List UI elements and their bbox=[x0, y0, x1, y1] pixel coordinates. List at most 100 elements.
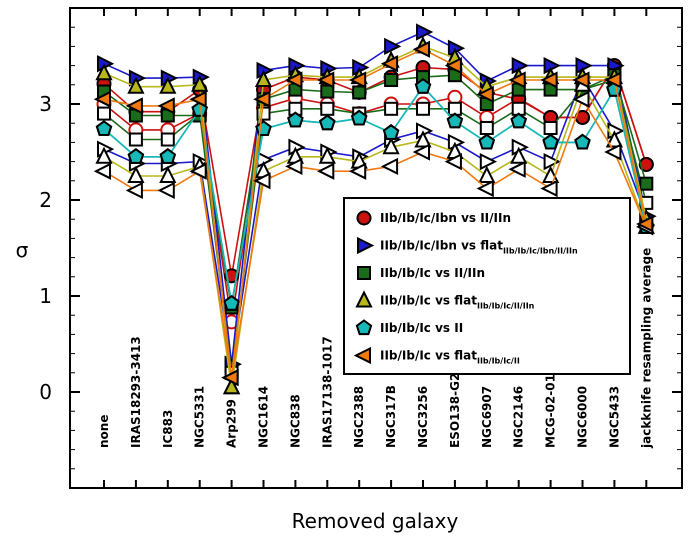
legend-marker bbox=[355, 290, 373, 308]
series-5-point bbox=[478, 133, 496, 150]
series-6-line-open bbox=[103, 97, 648, 378]
legend-label-subscript: IIb/Ib/Ic/II/IIn bbox=[477, 302, 535, 311]
legend-box bbox=[343, 197, 631, 375]
series-4-point bbox=[95, 63, 113, 81]
series-6-point bbox=[189, 90, 207, 108]
series-6-point-open bbox=[125, 181, 143, 200]
series-3-point bbox=[320, 84, 335, 99]
series-6-point bbox=[157, 97, 175, 115]
series-3-point-open bbox=[160, 132, 175, 147]
series-5-point bbox=[510, 112, 527, 129]
series-6-point bbox=[380, 55, 399, 73]
x-category-label: NGC6000 bbox=[576, 386, 590, 448]
series-2-point-open bbox=[543, 152, 561, 171]
series-3-point-open bbox=[384, 101, 399, 116]
series-6-point bbox=[444, 56, 462, 75]
series-2-point bbox=[384, 37, 402, 56]
series-2-point-open bbox=[479, 152, 498, 171]
series-4-point bbox=[222, 376, 241, 395]
series-6-point bbox=[508, 71, 526, 89]
legend-marker bbox=[355, 319, 373, 336]
x-category-label: IC883 bbox=[161, 410, 175, 448]
x-category-label: NGC5433 bbox=[607, 386, 621, 448]
x-category-label: NGC2388 bbox=[352, 386, 366, 448]
x-category-label: NGC1614 bbox=[257, 386, 271, 448]
series-6-point bbox=[572, 71, 590, 89]
x-category-label: NGC5331 bbox=[193, 386, 207, 448]
x-category-label: IRAS17138-1017 bbox=[320, 336, 334, 448]
x-category-label: NGC6907 bbox=[480, 386, 494, 448]
series-3-point-open bbox=[97, 106, 111, 121]
legend-label: IIb/Ib/Ic vs II bbox=[380, 321, 463, 335]
series-6-point bbox=[476, 85, 494, 104]
series-4-point-open bbox=[605, 130, 624, 148]
series-6-point-open bbox=[508, 160, 526, 178]
plot-frame bbox=[69, 7, 683, 489]
series-4-point-open bbox=[318, 146, 336, 164]
legend-label: IIb/Ib/Ic/Ibn vs II/IIn bbox=[380, 211, 511, 225]
series-4-point bbox=[191, 74, 209, 92]
series-3-point-open bbox=[320, 101, 335, 116]
x-category-label: MCG-02-01 bbox=[544, 374, 558, 448]
series-6-point bbox=[636, 215, 654, 233]
series-5-point bbox=[319, 114, 336, 131]
x-category-label: NGC838 bbox=[288, 394, 302, 448]
axis-layer: 0 1 2 3 none IRAS18293-3413 IC883 NGC5331 Arp299… bbox=[39, 7, 682, 489]
series-6-point bbox=[317, 71, 335, 89]
x-category-label: jackknife resampling average bbox=[639, 248, 653, 449]
series-6-point-open bbox=[540, 179, 558, 198]
legend-label-subscript: IIb/Ib/Ic/Ibn/II/IIn bbox=[503, 247, 578, 256]
x-category-label: NGC2146 bbox=[512, 386, 526, 448]
series-3-point bbox=[639, 176, 654, 191]
series-6-point-open bbox=[285, 157, 303, 176]
series-6-point-open bbox=[189, 162, 207, 180]
series-5-point bbox=[542, 133, 559, 150]
y-axis-title: σ bbox=[16, 238, 29, 262]
series-6 bbox=[93, 40, 654, 387]
x-category-label: NGC317B bbox=[384, 385, 398, 448]
series-6-point bbox=[125, 97, 143, 115]
legend-marker bbox=[356, 210, 372, 226]
series-6-point bbox=[253, 90, 271, 108]
x-category-label: ESO138-G27 bbox=[448, 364, 462, 448]
series-6-point bbox=[412, 40, 430, 58]
series-6-point-open bbox=[604, 143, 622, 161]
y-tick-label: 3 bbox=[39, 92, 52, 116]
series-6-point-open bbox=[380, 157, 399, 176]
series-6-point bbox=[540, 71, 558, 89]
series-1-point bbox=[638, 156, 654, 172]
legend-marker bbox=[357, 266, 371, 280]
legend-marker bbox=[357, 236, 375, 255]
legend-marker bbox=[353, 346, 371, 365]
series-5-point bbox=[127, 148, 145, 164]
series-5-point bbox=[414, 77, 432, 94]
series-4-point-open bbox=[159, 165, 177, 183]
series-3-point bbox=[384, 73, 399, 87]
series-6-point bbox=[604, 71, 622, 89]
series-4-point-open bbox=[414, 130, 432, 148]
series-4-point-open bbox=[510, 146, 528, 164]
x-category-label: NGC3256 bbox=[416, 386, 430, 448]
series-4-point-open bbox=[382, 136, 400, 155]
series-6-point bbox=[93, 90, 111, 108]
series-6-point-open bbox=[572, 90, 590, 108]
series-3-point-open bbox=[128, 132, 143, 147]
legend-label-subscript: IIb/Ib/Ic/II bbox=[477, 357, 520, 366]
series-3-point-open bbox=[543, 121, 558, 135]
series-6-point-open bbox=[412, 143, 430, 161]
series-4-point bbox=[254, 69, 273, 87]
series-5-point bbox=[159, 148, 177, 164]
series-5-point bbox=[382, 124, 400, 140]
series-4-point-open bbox=[127, 165, 145, 183]
series-5-point bbox=[223, 294, 240, 311]
series-3-point-open bbox=[416, 101, 430, 116]
series-4-point bbox=[159, 76, 177, 94]
series-5-point bbox=[574, 133, 591, 150]
series-4-point-open bbox=[95, 146, 113, 164]
series-5-point bbox=[446, 112, 464, 129]
series-6-point-open bbox=[348, 162, 367, 180]
series-3-point bbox=[352, 85, 367, 100]
series-6-point-open bbox=[253, 172, 271, 190]
